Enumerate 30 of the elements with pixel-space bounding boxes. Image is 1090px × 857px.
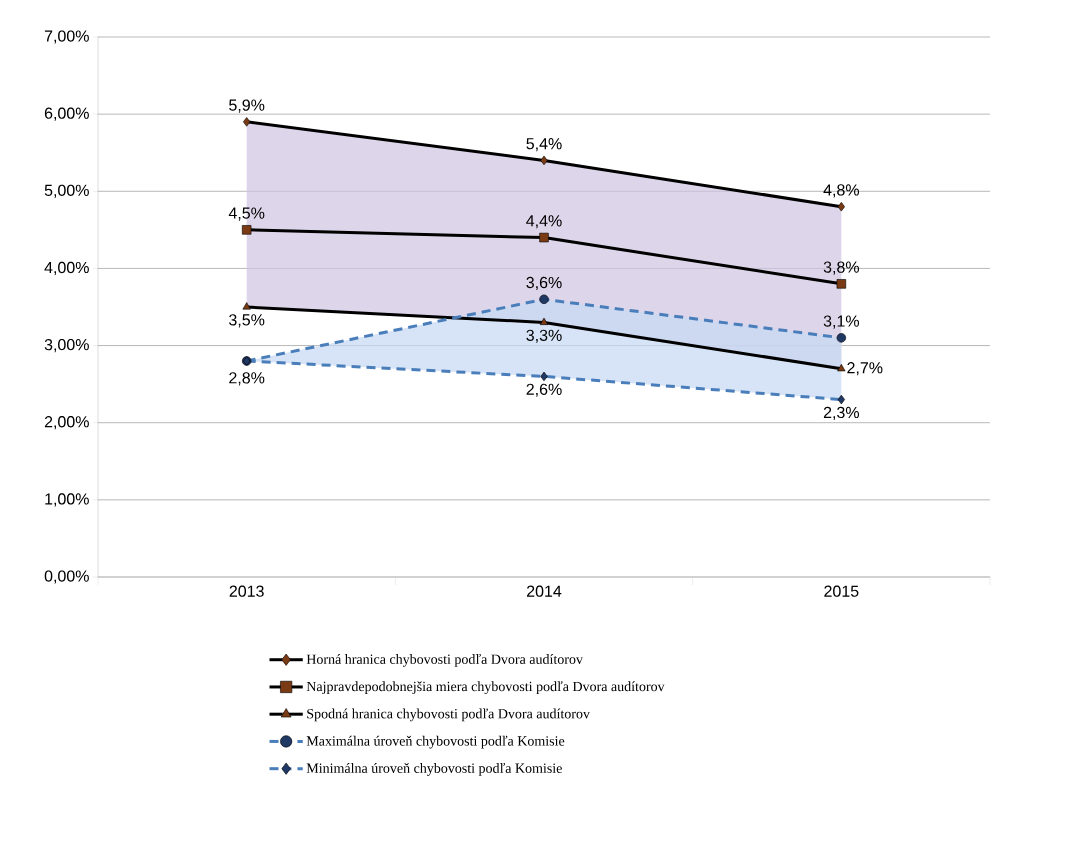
- data-label: 4,8%: [823, 184, 860, 198]
- y-tick-label: 6,00%: [44, 107, 89, 121]
- data-label: 2,6%: [526, 383, 562, 397]
- data-label: 3,5%: [229, 314, 265, 328]
- data-label: 3,3%: [526, 329, 562, 343]
- legend-label: Najpravdepodobnejšia miera chybovosti podľa Dvora audítorov: [306, 681, 665, 695]
- data-label: 4,4%: [526, 215, 562, 229]
- data-label: 3,8%: [823, 261, 860, 275]
- y-tick-label: 5,00%: [44, 184, 89, 198]
- data-label: 4,5%: [228, 207, 265, 221]
- x-tick-label: 2015: [824, 585, 859, 597]
- legend-label: Spodná hranica chybovosti podľa Dvora audítorov: [307, 708, 590, 722]
- y-tick-label: 4,00%: [44, 261, 89, 276]
- data-label: 5,9%: [229, 99, 265, 113]
- x-tick-label: 2013: [229, 585, 264, 597]
- data-label: 3,1%: [823, 315, 860, 329]
- y-tick-label: 1,00%: [45, 493, 89, 507]
- data-label: 2,3%: [823, 406, 860, 420]
- x-tick-label: 2014: [527, 585, 562, 597]
- data-label: 3,6%: [526, 276, 562, 291]
- y-tick-label: 2,00%: [44, 416, 89, 430]
- y-tick-label: 7,00%: [44, 30, 89, 44]
- legend-label: Minimálna úroveň chybovosti podľa Komisie: [306, 763, 562, 776]
- data-label: 2,7%: [847, 362, 883, 376]
- legend-label: Horná hranica chybovosti podľa Dvora audítorov: [306, 654, 583, 667]
- legend-label: Maximálna úroveň chybovosti podľa Komisie: [306, 735, 565, 749]
- data-label: 5,4%: [526, 138, 562, 152]
- y-tick-label: 3,00%: [44, 338, 89, 353]
- data-label: 2,8%: [229, 372, 265, 386]
- y-tick-label: 0,00%: [44, 570, 89, 584]
